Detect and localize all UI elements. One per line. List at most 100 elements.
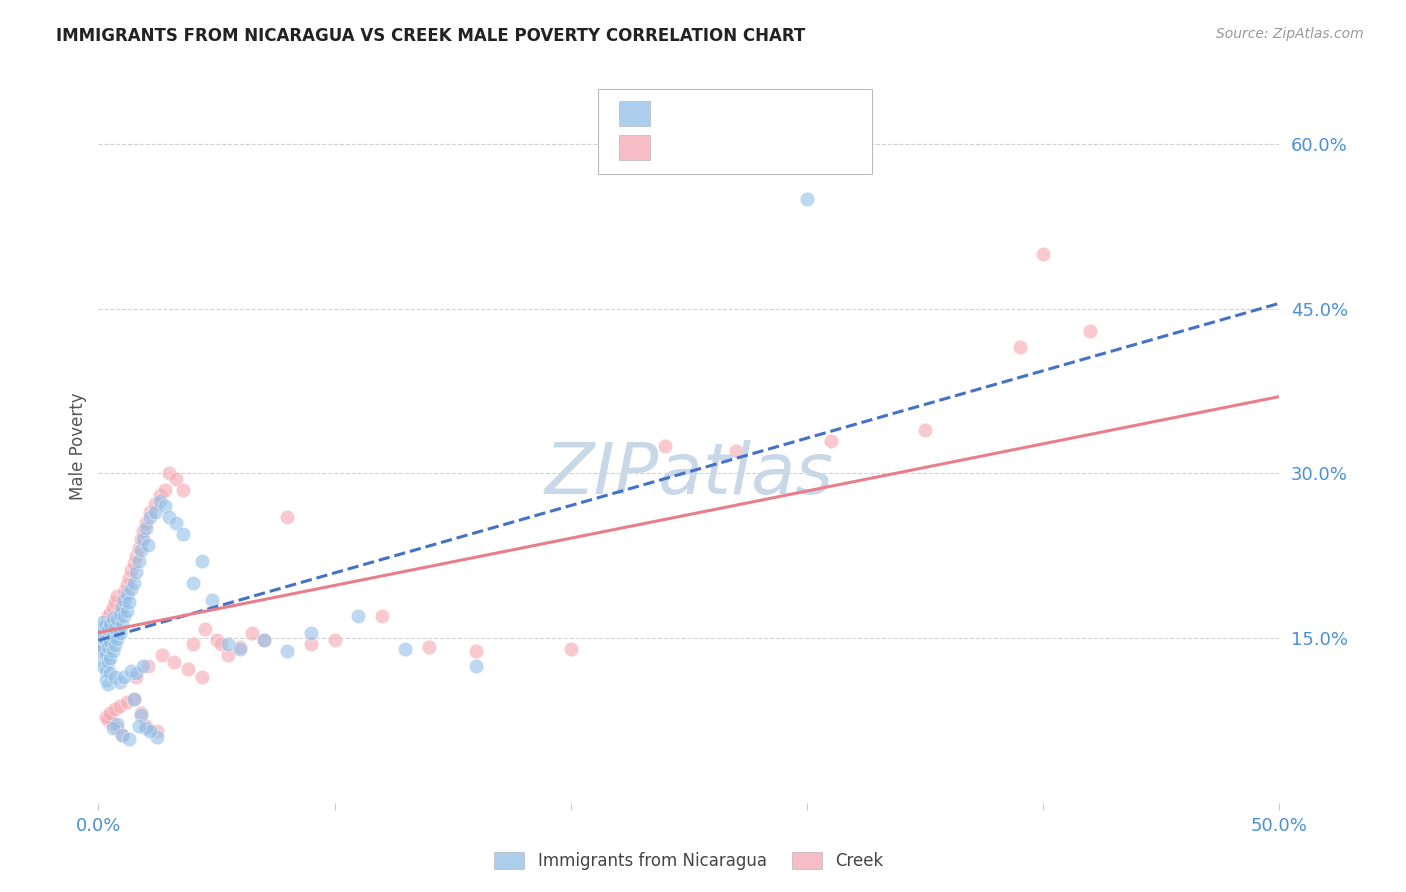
- Point: [97, 623, 120, 637]
- Point: [105, 632, 128, 647]
- Point: [820, 434, 842, 448]
- Point: [149, 488, 172, 502]
- Point: [172, 483, 194, 497]
- Point: [128, 541, 150, 555]
- Point: [157, 510, 180, 524]
- Point: [276, 644, 298, 658]
- Point: [104, 669, 127, 683]
- Point: [112, 592, 135, 607]
- Point: [108, 675, 131, 690]
- Point: [122, 557, 145, 571]
- Point: [125, 666, 148, 681]
- Point: [654, 439, 676, 453]
- Point: [104, 612, 127, 626]
- Point: [125, 669, 148, 683]
- Point: [1032, 247, 1054, 261]
- Point: [129, 708, 152, 723]
- Point: [118, 595, 141, 609]
- Point: [90, 653, 112, 667]
- Point: [105, 721, 128, 735]
- Point: [122, 576, 145, 591]
- Point: [132, 533, 155, 547]
- Point: [90, 625, 112, 640]
- Point: [135, 721, 157, 735]
- Point: [98, 706, 121, 720]
- Point: [139, 724, 162, 739]
- Point: [101, 721, 124, 735]
- Point: [90, 644, 112, 658]
- Point: [143, 505, 166, 519]
- Point: [101, 716, 124, 731]
- Point: [128, 719, 150, 733]
- Point: [97, 655, 120, 669]
- Point: [94, 710, 117, 724]
- Y-axis label: Male Poverty: Male Poverty: [69, 392, 87, 500]
- Point: [90, 625, 112, 640]
- Point: [115, 587, 138, 601]
- Point: [91, 620, 114, 634]
- Point: [97, 609, 120, 624]
- Point: [1080, 324, 1102, 338]
- Point: [191, 669, 214, 683]
- Point: [129, 543, 152, 558]
- Point: [122, 691, 145, 706]
- Point: [111, 618, 134, 632]
- Point: [136, 538, 159, 552]
- Point: [153, 483, 176, 497]
- Point: [111, 592, 134, 607]
- Point: [276, 510, 298, 524]
- Point: [165, 516, 187, 530]
- Point: [418, 640, 440, 654]
- Point: [146, 730, 169, 744]
- Point: [121, 563, 143, 577]
- Point: [121, 582, 143, 596]
- Point: [94, 633, 117, 648]
- Legend: Immigrants from Nicaragua, Creek: Immigrants from Nicaragua, Creek: [488, 845, 890, 877]
- Point: [465, 644, 488, 658]
- Text: N = 80: N = 80: [787, 104, 849, 122]
- Point: [108, 601, 131, 615]
- Point: [371, 609, 394, 624]
- Point: [101, 611, 124, 625]
- Point: [129, 533, 152, 547]
- Point: [108, 625, 131, 640]
- Point: [90, 637, 112, 651]
- Point: [104, 621, 127, 635]
- Point: [105, 590, 128, 604]
- Point: [91, 640, 114, 654]
- Text: Source: ZipAtlas.com: Source: ZipAtlas.com: [1216, 27, 1364, 41]
- Point: [90, 620, 112, 634]
- Point: [91, 658, 114, 673]
- Point: [98, 651, 121, 665]
- Point: [177, 662, 200, 676]
- Point: [112, 585, 135, 599]
- Point: [191, 554, 214, 568]
- Point: [104, 638, 127, 652]
- Point: [163, 655, 186, 669]
- Point: [132, 524, 155, 538]
- Text: N = 76: N = 76: [787, 138, 849, 156]
- Point: [101, 644, 124, 658]
- Point: [135, 516, 157, 530]
- Point: [105, 612, 128, 626]
- Text: ZIPatlas: ZIPatlas: [544, 440, 834, 509]
- Point: [115, 604, 138, 618]
- Point: [91, 631, 114, 645]
- Point: [112, 669, 135, 683]
- Point: [347, 609, 370, 624]
- Point: [105, 607, 128, 621]
- Point: [111, 728, 134, 742]
- Point: [132, 658, 155, 673]
- Point: [118, 732, 141, 747]
- Point: [135, 719, 157, 733]
- Point: [153, 500, 176, 514]
- Point: [240, 625, 263, 640]
- Point: [97, 629, 120, 643]
- Point: [149, 494, 172, 508]
- Text: R = 0.525: R = 0.525: [657, 138, 740, 156]
- Text: IMMIGRANTS FROM NICARAGUA VS CREEK MALE POVERTY CORRELATION CHART: IMMIGRANTS FROM NICARAGUA VS CREEK MALE …: [56, 27, 806, 45]
- Point: [181, 576, 204, 591]
- Point: [229, 642, 252, 657]
- Point: [217, 637, 239, 651]
- Point: [181, 637, 204, 651]
